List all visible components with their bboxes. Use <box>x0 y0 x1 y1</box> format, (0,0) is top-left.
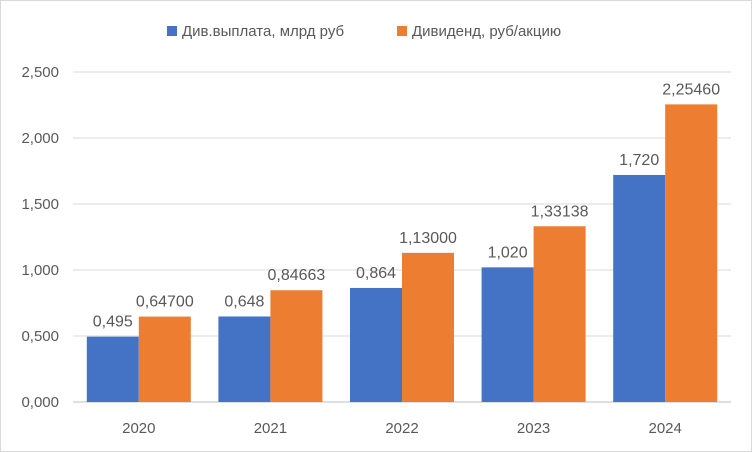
bar-payout-2023 <box>481 267 534 402</box>
data-label: 1,020 <box>488 244 528 261</box>
legend-swatch <box>397 26 407 36</box>
x-category-label: 2024 <box>649 420 682 437</box>
data-label: 1,13000 <box>399 230 457 247</box>
y-tick-label: 1,000 <box>21 262 59 279</box>
y-tick-label: 0,500 <box>21 328 59 345</box>
data-label: 1,720 <box>619 152 659 169</box>
bar-dividend-2022 <box>402 252 454 402</box>
data-label: 0,84663 <box>267 267 325 284</box>
y-tick-label: 1,500 <box>21 196 59 213</box>
legend-label: Дивиденд, руб/акцию <box>412 23 561 40</box>
data-label: 2,25460 <box>662 81 720 98</box>
bar-dividend-2020 <box>138 316 191 402</box>
legend-label: Див.выплата, млрд руб <box>182 23 344 40</box>
data-label: 0,648 <box>224 293 264 310</box>
data-label: 0,864 <box>356 265 396 282</box>
legend-swatch <box>167 26 177 36</box>
y-tick-label: 2,000 <box>21 130 59 147</box>
y-axis-ticks: 0,000 0,500 1,000 1,500 2,000 2,500 <box>21 64 59 411</box>
data-label: 1,33138 <box>531 203 589 220</box>
y-tick-label: 0,000 <box>21 394 59 411</box>
x-category-label: 2020 <box>122 420 155 437</box>
bars <box>86 104 718 403</box>
bar-payout-2024 <box>613 174 666 402</box>
legend: Див.выплата, млрд руб Дивиденд, руб/акцию <box>167 23 561 40</box>
bar-payout-2021 <box>218 316 271 402</box>
bar-payout-2020 <box>86 336 139 402</box>
x-category-label: 2021 <box>254 420 287 437</box>
data-label: 0,495 <box>93 314 133 331</box>
y-tick-label: 2,500 <box>21 64 59 81</box>
bar-dividend-2024 <box>665 104 718 403</box>
data-label: 0,64700 <box>136 294 194 311</box>
bar-dividend-2021 <box>270 290 323 402</box>
x-category-label: 2023 <box>517 420 550 437</box>
bar-dividend-2023 <box>533 226 586 402</box>
x-axis-categories: 2020 2021 2022 2023 2024 <box>122 420 682 437</box>
x-category-label: 2022 <box>385 420 418 437</box>
bar-payout-2022 <box>350 287 402 402</box>
